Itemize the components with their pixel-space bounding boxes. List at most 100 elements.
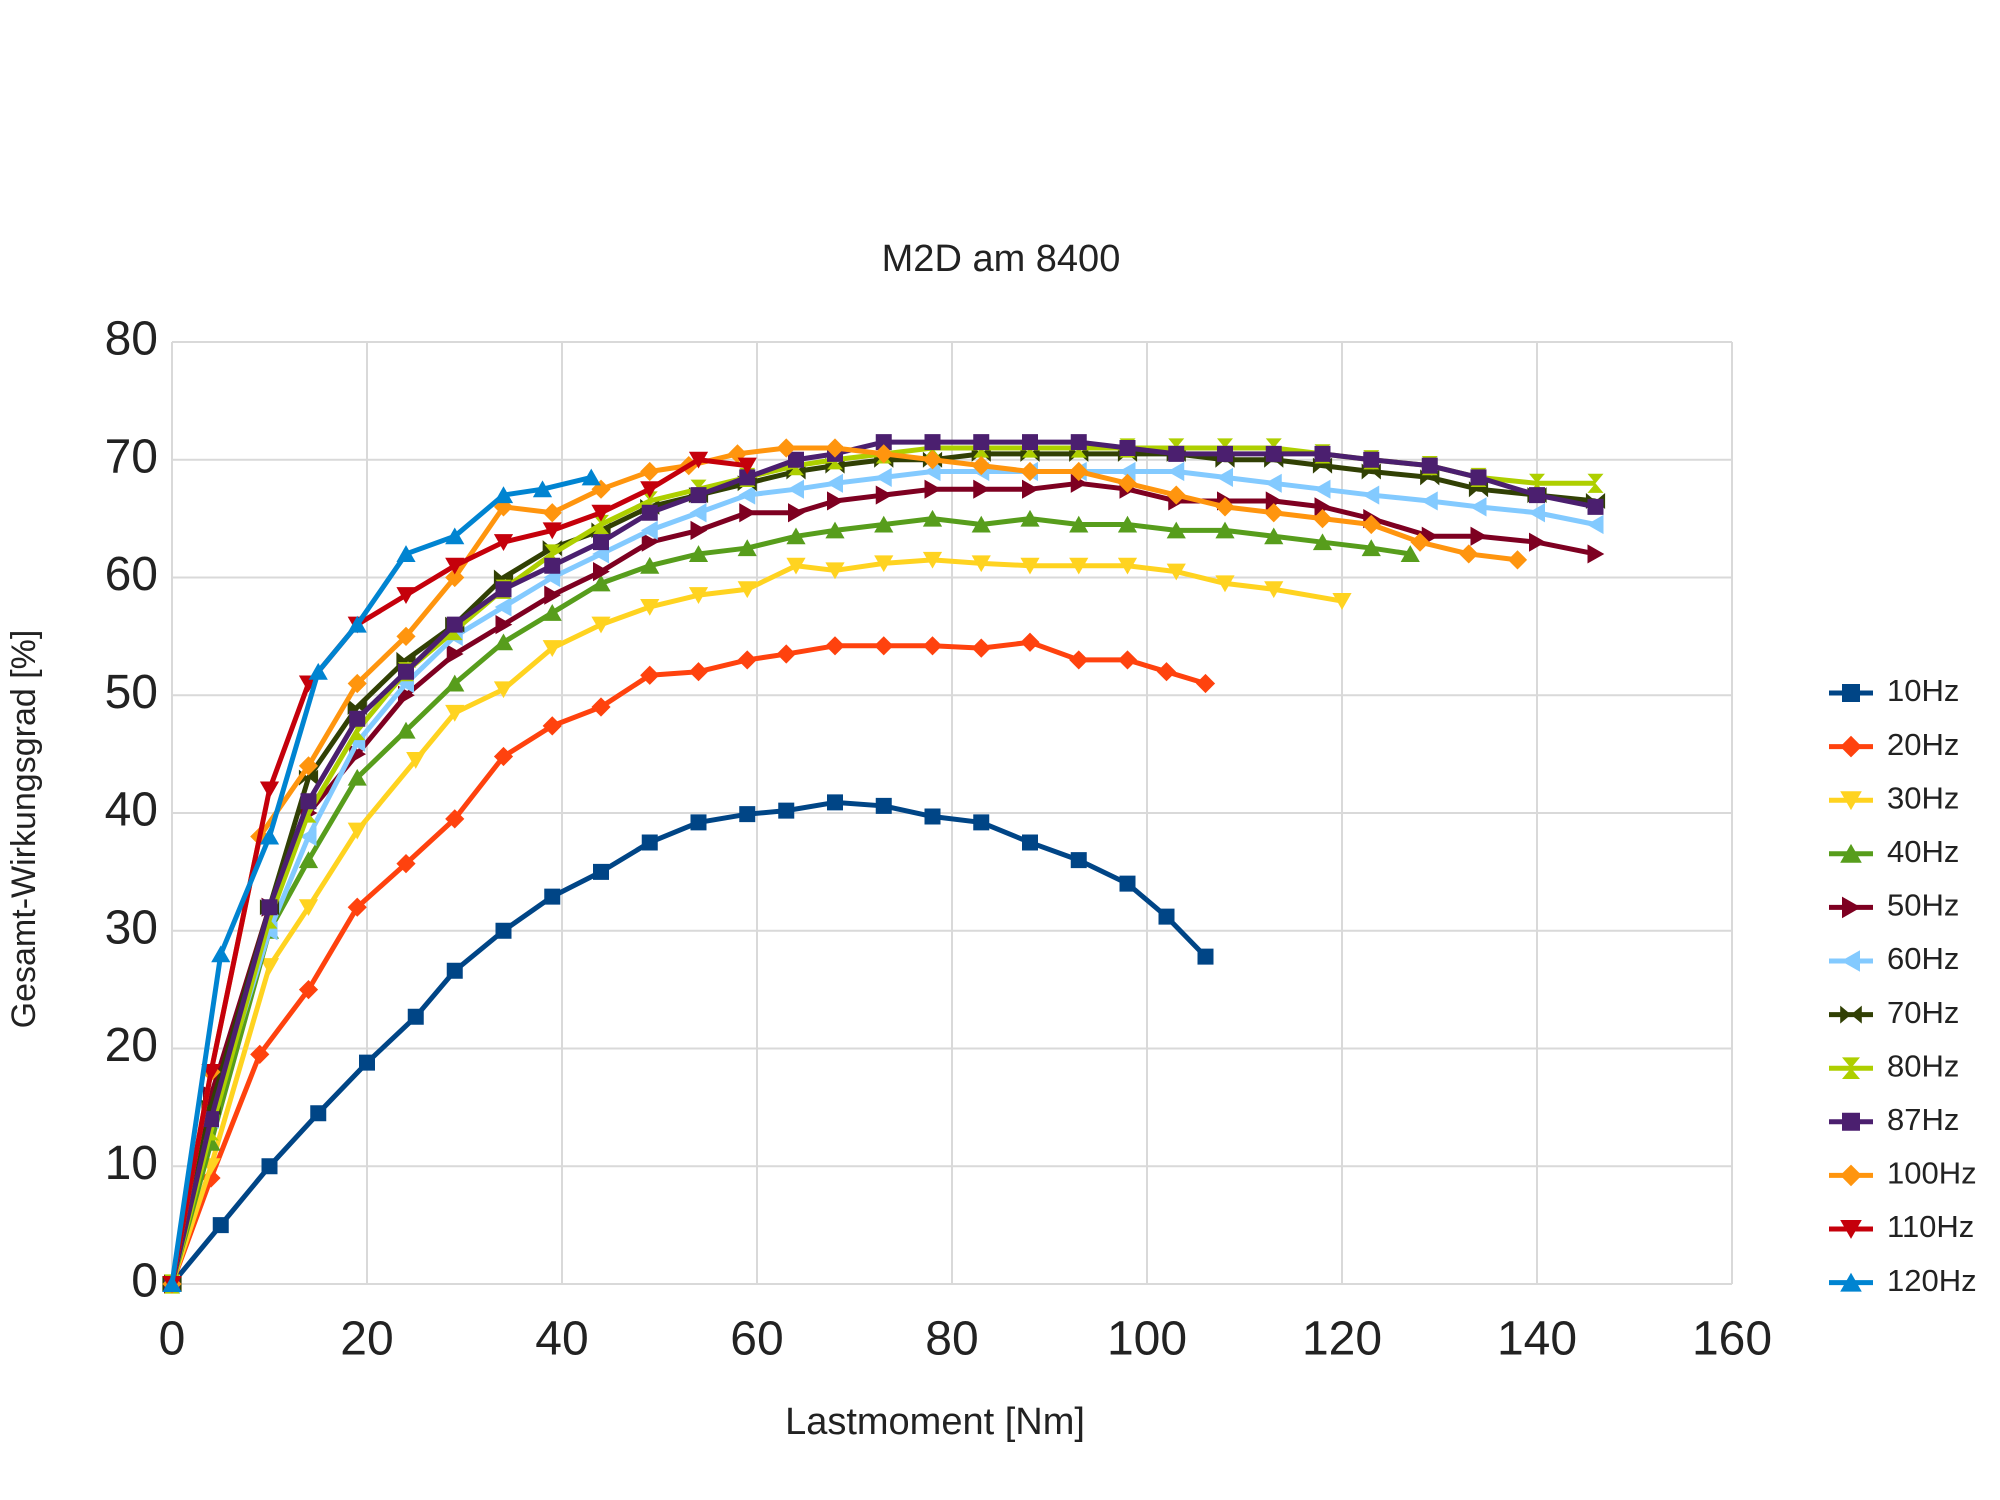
marker xyxy=(1840,1220,1862,1239)
marker xyxy=(924,808,941,825)
legend-label: 120Hz xyxy=(1887,1263,1977,1298)
marker xyxy=(298,980,319,1000)
y-tick-label: 10 xyxy=(105,1137,158,1190)
marker xyxy=(874,444,894,464)
marker xyxy=(924,434,941,451)
marker xyxy=(922,636,943,656)
marker xyxy=(641,834,658,851)
marker xyxy=(689,503,707,523)
marker xyxy=(1332,593,1352,610)
marker xyxy=(778,802,795,819)
marker xyxy=(1118,461,1136,482)
marker xyxy=(407,1008,424,1025)
marker xyxy=(1167,461,1185,482)
marker xyxy=(1166,521,1186,539)
marker xyxy=(591,697,611,717)
marker xyxy=(922,551,943,569)
marker xyxy=(640,481,660,498)
marker xyxy=(1022,434,1038,451)
marker xyxy=(971,555,991,573)
legend-label: 30Hz xyxy=(1887,780,1959,815)
marker xyxy=(261,899,278,916)
marker xyxy=(737,581,757,599)
series-line xyxy=(169,480,1596,1285)
marker xyxy=(211,945,231,963)
marker xyxy=(874,467,892,488)
marker xyxy=(738,485,756,505)
marker xyxy=(786,557,806,575)
marker xyxy=(203,1121,219,1141)
marker xyxy=(1117,557,1138,575)
marker xyxy=(347,768,367,786)
marker xyxy=(1216,467,1233,488)
marker xyxy=(874,555,894,573)
legend-label: 100Hz xyxy=(1887,1156,1977,1191)
marker xyxy=(261,909,278,929)
marker xyxy=(1166,563,1186,581)
marker xyxy=(1265,491,1283,511)
marker xyxy=(1314,497,1332,517)
x-tick-label: 60 xyxy=(730,1313,783,1366)
marker xyxy=(396,854,416,874)
legend-label: 10Hz xyxy=(1887,673,1959,708)
marker xyxy=(1469,497,1487,517)
marker xyxy=(1069,557,1089,575)
y-tick-label: 20 xyxy=(105,1019,158,1072)
marker xyxy=(739,806,756,823)
marker xyxy=(446,616,463,633)
x-tick-label: 80 xyxy=(925,1313,978,1366)
marker xyxy=(593,514,609,535)
marker xyxy=(299,826,317,847)
legend-label: 50Hz xyxy=(1887,888,1959,923)
marker xyxy=(641,532,659,552)
marker xyxy=(347,897,367,917)
marker xyxy=(922,509,943,527)
marker xyxy=(737,457,757,475)
marker xyxy=(396,721,416,739)
marker xyxy=(544,557,561,574)
marker xyxy=(347,615,367,633)
legend-label: 60Hz xyxy=(1887,941,1959,976)
marker xyxy=(445,704,465,722)
marker xyxy=(874,636,894,656)
marker xyxy=(1069,515,1089,533)
marker xyxy=(1529,487,1545,504)
marker xyxy=(1420,491,1438,511)
marker xyxy=(1842,684,1860,702)
legend-label: 87Hz xyxy=(1887,1102,1959,1137)
marker xyxy=(827,491,844,511)
marker xyxy=(495,615,513,635)
marker xyxy=(737,539,757,557)
y-tick-label: 80 xyxy=(105,313,158,366)
marker xyxy=(445,809,465,829)
marker xyxy=(1840,735,1862,758)
marker xyxy=(1168,445,1185,462)
marker xyxy=(581,468,601,486)
marker xyxy=(300,793,317,810)
marker xyxy=(971,638,991,658)
legend: 10Hz 20Hz 30Hz 40Hz 50Hz 60Hz 70Hz 80Hz 87Hz 100H… xyxy=(1829,673,1977,1298)
marker xyxy=(494,597,512,617)
marker xyxy=(825,636,845,656)
marker xyxy=(973,434,990,451)
marker xyxy=(1361,539,1381,557)
x-tick-label: 40 xyxy=(535,1313,588,1366)
marker xyxy=(1158,908,1175,925)
marker xyxy=(396,587,416,604)
marker xyxy=(349,720,366,741)
marker xyxy=(1361,463,1381,480)
marker xyxy=(825,521,845,539)
marker xyxy=(446,644,464,664)
marker xyxy=(1400,545,1420,562)
marker xyxy=(1587,544,1605,564)
marker xyxy=(1586,514,1604,535)
marker xyxy=(396,545,416,562)
marker xyxy=(1020,557,1040,575)
marker xyxy=(298,756,319,776)
marker xyxy=(162,1275,182,1292)
marker xyxy=(1421,457,1438,474)
marker xyxy=(591,574,611,592)
marker xyxy=(688,545,709,562)
marker xyxy=(359,1054,375,1071)
